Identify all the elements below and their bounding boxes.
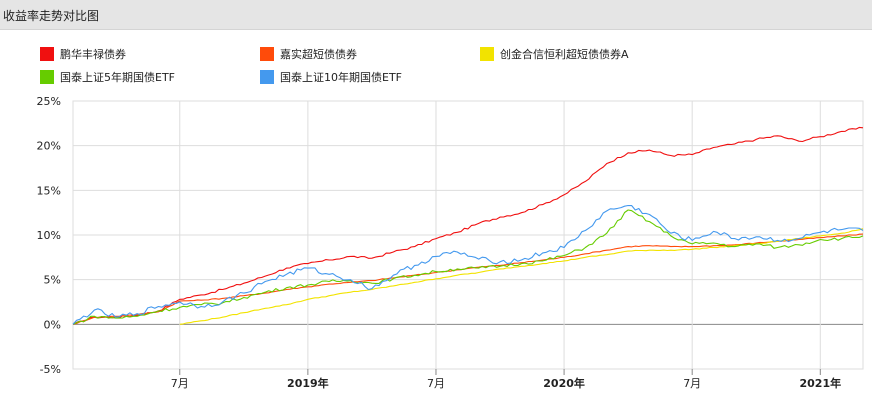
x-tick-label: 7月 xyxy=(683,377,701,390)
y-tick-label: 5% xyxy=(44,274,61,287)
x-tick-label: 2021年 xyxy=(799,376,841,390)
legend-label-series-0: 鹏华丰禄债券 xyxy=(60,48,126,61)
y-tick-label: -5% xyxy=(40,363,61,376)
series-line-4 xyxy=(72,204,864,325)
legend-label-series-4: 国泰上证10年期国债ETF xyxy=(280,71,402,84)
series-line-0 xyxy=(72,126,864,325)
legend-item-series-2[interactable]: 创金合信恒利超短债债券A xyxy=(480,46,629,62)
legend-item-series-1[interactable]: 嘉实超短债债券 xyxy=(260,46,357,62)
y-tick-label: 10% xyxy=(37,229,61,242)
legend-swatch-series-4 xyxy=(260,70,274,84)
grid-layer xyxy=(72,100,864,375)
legend-swatch-series-3 xyxy=(40,70,54,84)
y-tick-label: 0% xyxy=(44,318,61,331)
x-tick-label: 7月 xyxy=(427,377,445,390)
legend-swatch-series-1 xyxy=(260,47,274,61)
legend-label-series-2: 创金合信恒利超短债债券A xyxy=(500,48,629,61)
y-tick-label: 20% xyxy=(37,140,61,153)
legend-swatch-series-0 xyxy=(40,47,54,61)
y-tick-label: 25% xyxy=(37,95,61,108)
y-axis-labels: 25% 20% 15% 10% 5% 0% -5% xyxy=(37,95,61,376)
page-title: 收益率走势对比图 xyxy=(3,9,100,23)
series-line-3 xyxy=(72,209,864,325)
x-tick-label: 7月 xyxy=(171,377,189,390)
legend-label-series-1: 嘉实超短债债券 xyxy=(280,48,357,61)
series-line-1 xyxy=(72,233,864,325)
y-tick-label: 15% xyxy=(37,184,61,197)
legend-label-series-3: 国泰上证5年期国债ETF xyxy=(60,71,175,84)
legend-item-series-4[interactable]: 国泰上证10年期国债ETF xyxy=(260,69,402,85)
legend-swatch-series-2 xyxy=(480,47,494,61)
series-layer xyxy=(72,126,864,325)
x-tick-label: 2020年 xyxy=(543,376,585,390)
legend-item-series-3[interactable]: 国泰上证5年期国债ETF xyxy=(40,69,175,85)
x-axis-labels: 7月 2019年 7月 2020年 7月 2021年 xyxy=(171,376,841,390)
title-bar: 收益率走势对比图 xyxy=(0,0,872,30)
x-tick-label: 2019年 xyxy=(287,376,329,390)
legend-item-series-0[interactable]: 鹏华丰禄债券 xyxy=(40,46,126,62)
chart-legend: 鹏华丰禄债券 嘉实超短债债券 创金合信恒利超短债债券A 国泰上证5年期国债ETF… xyxy=(0,0,872,100)
